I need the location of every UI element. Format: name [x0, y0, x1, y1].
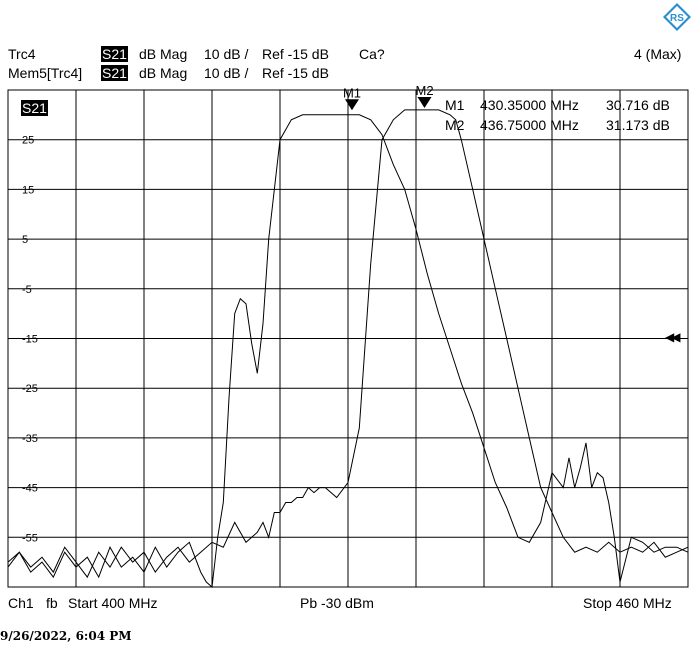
marker-2-triangle-icon — [417, 97, 432, 109]
max-label: 4 (Max) — [634, 46, 682, 62]
y-tick-label: 25 — [22, 135, 34, 147]
trace1-scale: 10 dB / — [204, 46, 249, 62]
y-tick-label: -5 — [22, 284, 32, 296]
marker-readout-m1-freq: 430.35000 MHz — [480, 97, 579, 113]
marker-readout-m2-value: 31.173 dB — [606, 117, 670, 133]
y-tick-label: -25 — [22, 383, 38, 395]
fb-label: fb — [46, 595, 58, 611]
y-tick-label: 15 — [22, 184, 34, 196]
channel-label: Ch1 — [8, 595, 34, 611]
power-level[interactable]: Pb -30 dBm — [300, 595, 374, 611]
trace2-name: Mem5[Trc4] — [8, 65, 83, 81]
marker-readout-m1-value: 30.716 dB — [606, 97, 670, 113]
marker-1-label: M1 — [343, 85, 361, 100]
trace1-cal: Ca? — [359, 46, 385, 62]
trace1-format: dB Mag — [139, 46, 188, 62]
trace1-name: Trc4 — [8, 46, 36, 62]
trace2-format: dB Mag — [139, 65, 188, 81]
trace2-scale: 10 dB / — [204, 65, 249, 81]
trace2-param-badge[interactable]: S21 — [101, 65, 128, 81]
trace-label-badge[interactable]: S21 — [21, 100, 48, 116]
trace1-ref: Ref -15 dB — [262, 46, 329, 62]
y-tick-label: -15 — [22, 334, 38, 346]
y-tick-labels: 25 15 5 -5 -15 -25 -35 -45 -55 — [22, 135, 38, 545]
y-tick-label: -35 — [22, 433, 38, 445]
trace-line-trc4 — [7, 109, 689, 579]
timestamp: 9/26/2022, 6:04 PM — [0, 629, 132, 643]
traces — [7, 109, 689, 589]
rs-logo-icon: RS — [663, 3, 691, 31]
marker-readout-m2-freq: 436.75000 MHz — [480, 117, 579, 133]
start-frequency[interactable]: Start 400 MHz — [68, 595, 158, 611]
y-tick-label: -45 — [22, 483, 38, 495]
marker-2-label: M2 — [416, 83, 434, 98]
marker-readout-m2-label: M2 — [445, 117, 465, 133]
stop-frequency[interactable]: Stop 460 MHz — [583, 595, 672, 611]
svg-text:RS: RS — [670, 13, 684, 24]
y-tick-label: 5 — [22, 234, 28, 246]
y-tick-label: -55 — [22, 532, 38, 544]
marker-readout-m1-label: M1 — [445, 97, 465, 113]
grid — [7, 89, 689, 588]
marker-1-triangle-icon — [344, 99, 359, 111]
reference-level-arrow-icon[interactable]: ◀◀ — [665, 330, 681, 344]
trace-line-mem5 — [7, 114, 689, 589]
trace1-param-badge[interactable]: S21 — [101, 46, 128, 62]
trace2-ref: Ref -15 dB — [262, 65, 329, 81]
markers: M1 M2 — [343, 83, 434, 111]
